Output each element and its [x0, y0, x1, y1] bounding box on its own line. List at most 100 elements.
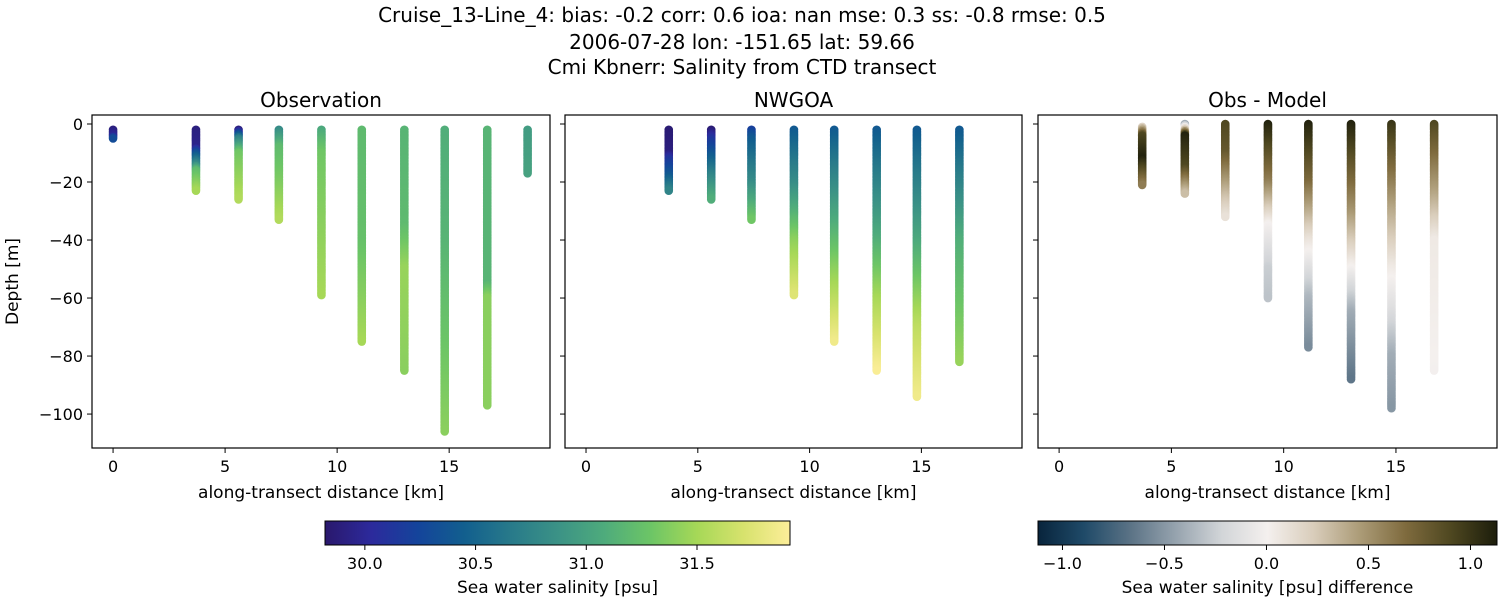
data-point: [317, 290, 326, 300]
y-tick-label: −60: [49, 289, 83, 308]
figure-title-line-1: Cruise_13-Line_4: bias: -0.2 corr: 0.6 i…: [378, 3, 1106, 27]
profile-station: [789, 125, 799, 300]
x-axis-label: along-transect distance [km]: [198, 483, 444, 503]
colorbar-gradient: [324, 520, 791, 546]
colorbar-tick-label: 1.0: [1458, 554, 1483, 573]
figure-title-line-2: 2006-07-28 lon: -151.65 lat: 59.66: [569, 30, 915, 54]
profile-station: [317, 125, 326, 300]
data-points: [108, 125, 532, 436]
data-point: [829, 337, 839, 346]
colorbar-label: Sea water salinity [psu] difference: [1122, 578, 1414, 598]
panel-title: Observation: [260, 88, 382, 112]
profile-station: [1220, 119, 1230, 222]
profile-station: [664, 125, 674, 196]
axes-frame: [91, 114, 551, 449]
colorbar-tick-label: 31.0: [568, 554, 604, 573]
data-point: [482, 401, 492, 410]
data-point: [440, 427, 449, 436]
profile-station: [400, 125, 409, 375]
x-tick-label: 5: [1166, 457, 1176, 476]
data-point: [912, 392, 922, 401]
x-axis-label: along-transect distance [km]: [671, 483, 917, 503]
profile-station: [872, 125, 881, 375]
profile-station: [955, 125, 964, 367]
data-point: [1304, 343, 1313, 352]
panel-title: Obs - Model: [1208, 88, 1327, 112]
data-point: [234, 195, 243, 204]
y-axis-label: Depth [m]: [3, 238, 23, 325]
profile-station: [523, 125, 532, 178]
profile-station: [1180, 119, 1190, 198]
data-point: [1346, 374, 1356, 384]
panel-obs-model: Obs - Model 0 5 10 15 along-transect distance…: [1033, 88, 1498, 503]
profile-station: [829, 125, 839, 346]
data-point: [872, 366, 881, 375]
colorbar-tick-label: −0.5: [1145, 554, 1184, 573]
data-point: [108, 134, 118, 143]
colorbar-difference: −1.0 −0.5 0.0 0.5 1.0 Sea water salinity [psu…: [1037, 520, 1498, 598]
data-point: [1429, 366, 1439, 375]
profile-station: [440, 125, 449, 436]
data-point: [1387, 403, 1396, 413]
data-point: [523, 169, 532, 178]
data-point: [357, 337, 367, 346]
axes-frame: [564, 114, 1023, 449]
profile-station: [1263, 119, 1273, 303]
data-point: [789, 290, 799, 300]
data-point: [191, 186, 201, 196]
colorbar-label: Sea water salinity [psu]: [457, 578, 658, 598]
x-tick-label: 10: [1273, 457, 1293, 476]
data-point: [955, 357, 964, 367]
data-point: [706, 195, 716, 204]
profile-station: [191, 125, 201, 196]
colorbar-tick-label: 31.5: [679, 554, 715, 573]
data-point: [747, 215, 756, 225]
profile-station: [357, 125, 367, 346]
x-tick-label: 10: [799, 457, 819, 476]
profile-station: [1304, 119, 1313, 352]
profile-station: [1346, 119, 1356, 384]
x-axis-label: along-transect distance [km]: [1145, 483, 1391, 503]
x-tick-label: 5: [220, 457, 230, 476]
x-tick-label: 15: [1386, 457, 1406, 476]
profile-station: [747, 125, 756, 225]
x-tick-label: 15: [911, 457, 931, 476]
panel-title: NWGOA: [754, 88, 834, 112]
profile-station: [234, 125, 243, 204]
profile-station: [1137, 122, 1147, 190]
data-points: [1137, 119, 1439, 413]
x-tick-label: 0: [108, 457, 118, 476]
profile-station: [274, 125, 284, 225]
figure-title-line-3: Cmi Kbnerr: Salinity from CTD transect: [547, 55, 937, 79]
axes-frame: [1037, 114, 1498, 449]
colorbar-tick-label: −1.0: [1043, 554, 1082, 573]
profile-station: [912, 125, 922, 401]
colorbar-gradient: [1037, 520, 1498, 546]
profile-station: [706, 125, 716, 204]
data-point: [274, 215, 284, 225]
data-point: [664, 186, 674, 196]
data-point: [1263, 293, 1273, 303]
colorbar-salinity: 30.0 30.5 31.0 31.5 Sea water salinity [psu]: [324, 520, 791, 598]
data-point: [1220, 212, 1230, 222]
x-tick-label: 10: [327, 457, 347, 476]
data-points: [664, 125, 964, 401]
panel-nwgoa: NWGOA 0 5 10 15 along-transect distance [km]: [560, 88, 1023, 503]
y-tick-label: 0: [73, 115, 83, 134]
y-tick-label: −40: [49, 231, 83, 250]
panel-observation: Observation 0 5 10 15 along-transect distance…: [3, 88, 551, 503]
profile-station: [1429, 119, 1439, 375]
data-point: [1137, 180, 1147, 190]
profile-station: [108, 125, 118, 143]
data-point: [1180, 189, 1190, 198]
y-tick-label: −100: [39, 405, 83, 424]
y-tick-label: −80: [49, 347, 83, 366]
colorbar-tick-label: 0.5: [1356, 554, 1381, 573]
x-tick-label: 15: [439, 457, 459, 476]
x-tick-label: 0: [1054, 457, 1064, 476]
data-point: [400, 366, 409, 375]
colorbar-tick-label: 0.0: [1254, 554, 1279, 573]
colorbar-tick-label: 30.5: [458, 554, 494, 573]
x-tick-label: 0: [581, 457, 591, 476]
